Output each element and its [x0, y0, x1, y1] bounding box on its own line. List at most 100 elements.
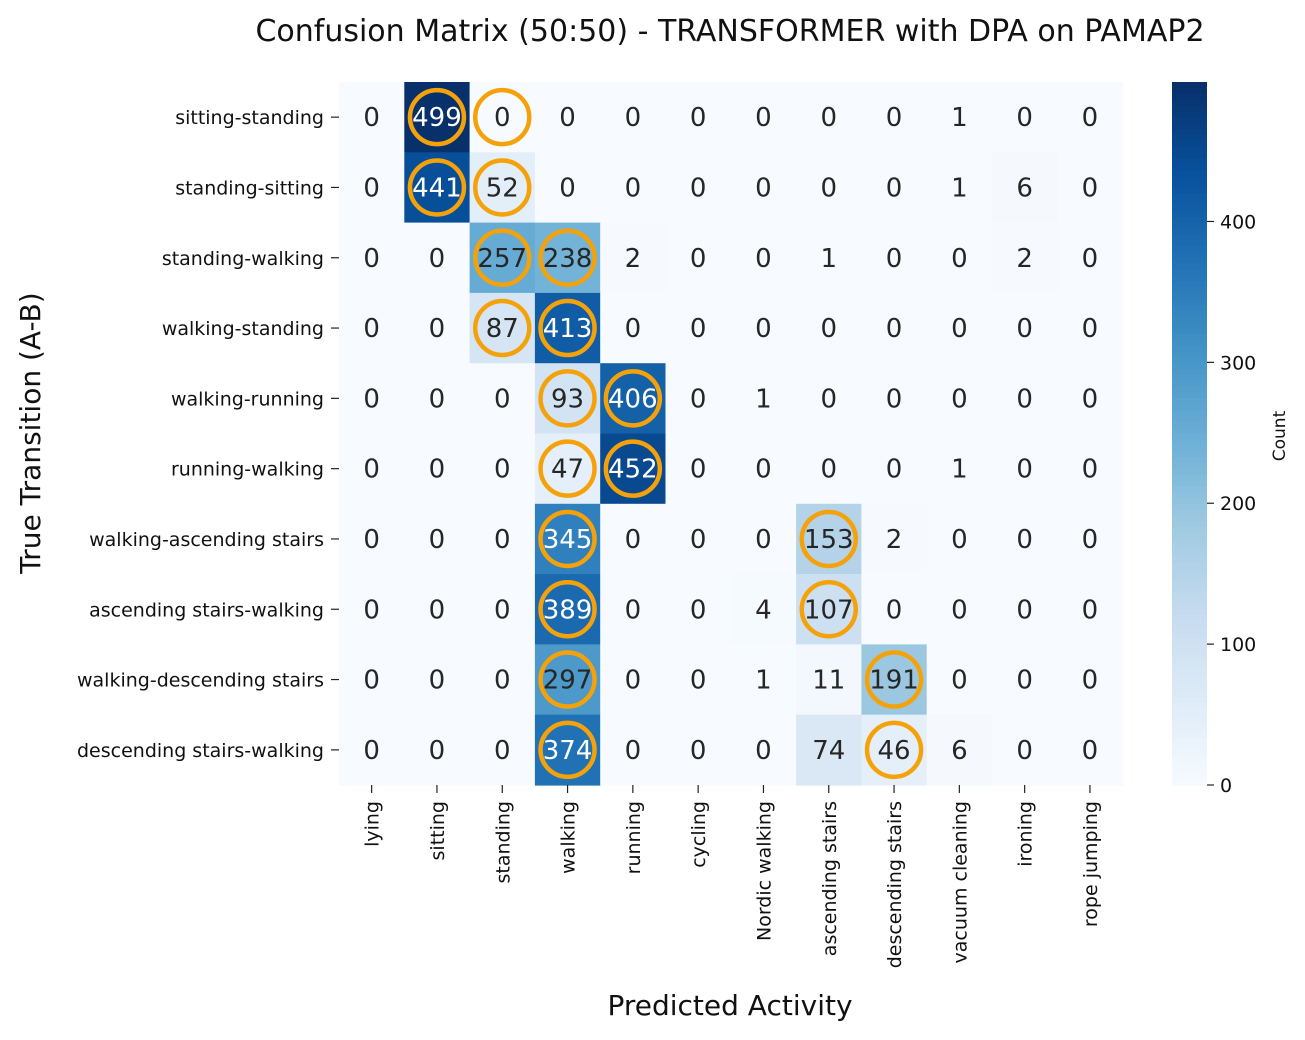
highlight-circle	[538, 298, 597, 358]
cell-value-label: 0	[690, 666, 707, 696]
highlight-circles	[407, 87, 924, 780]
heatmap-cell	[404, 82, 471, 153]
heatmap-cell	[861, 433, 928, 505]
heatmap-cell	[1057, 222, 1124, 294]
colorbar-segment	[1172, 462, 1207, 470]
colorbar-segment	[1172, 550, 1207, 558]
cell-value-label: 1	[951, 103, 968, 133]
heatmap-cell	[861, 714, 928, 786]
colorbar-segment	[1172, 609, 1207, 616]
heatmap-cell	[796, 574, 862, 645]
heatmap-cell	[339, 714, 405, 786]
cell-value-label: 0	[886, 595, 903, 625]
colorbar-segment	[1172, 240, 1207, 247]
cell-value-label: 0	[429, 736, 446, 766]
cell-value-label: 0	[886, 314, 903, 344]
cell-value-label: 0	[1016, 103, 1033, 133]
heatmap-cells	[339, 82, 1124, 786]
colorbar-segment	[1172, 615, 1207, 622]
colorbar-segment	[1172, 99, 1207, 107]
colorbar-segment	[1172, 322, 1207, 329]
heatmap-cell	[469, 222, 536, 294]
colorbar-segment	[1172, 199, 1207, 206]
cell-value-label: 0	[820, 314, 837, 344]
heatmap-cell	[534, 292, 601, 364]
heatmap-cell	[600, 292, 667, 364]
colorbar-segment	[1172, 468, 1207, 476]
highlight-circle	[538, 580, 597, 639]
heatmap-cell	[796, 152, 862, 224]
heatmap-cell	[926, 222, 993, 294]
x-tick-label: walking	[558, 801, 580, 874]
colorbar-segment	[1172, 497, 1207, 505]
cell-value-label: 0	[1016, 384, 1033, 414]
heatmap-cell	[600, 503, 667, 575]
colorbar-segment	[1172, 556, 1207, 564]
colorbar-tick-label: 100	[1220, 634, 1256, 656]
heatmap-cell	[469, 82, 536, 153]
heatmap-cell	[600, 222, 667, 294]
colorbar-segment	[1172, 667, 1207, 675]
colorbar-segment	[1172, 656, 1207, 663]
heatmap-cell	[861, 82, 928, 153]
colorbar-segment	[1172, 333, 1207, 341]
cell-value-label: 0	[363, 525, 380, 555]
colorbar-segment	[1172, 287, 1207, 294]
cell-value-label: 0	[820, 173, 837, 203]
colorbar-segment	[1172, 152, 1207, 159]
colorbar-segment	[1172, 158, 1207, 165]
colorbar-segment	[1172, 568, 1207, 575]
heatmap-cell	[926, 714, 993, 786]
highlight-circle	[799, 509, 858, 569]
colorbar-segment	[1172, 591, 1207, 599]
cell-value-label: 0	[625, 103, 642, 133]
heatmap-cell	[796, 644, 862, 716]
cell-value-label: 46	[878, 736, 911, 766]
cell-value-label: 6	[1016, 173, 1033, 203]
heatmap-cell	[992, 292, 1058, 364]
heatmap-cell	[404, 714, 471, 786]
colorbar-segment	[1172, 738, 1207, 745]
colorbar-segment	[1172, 509, 1207, 517]
cell-value-label: 0	[690, 173, 707, 203]
cell-value-label: 0	[429, 525, 446, 555]
heatmap-cell	[534, 152, 601, 224]
heatmap-cell	[796, 503, 862, 575]
highlight-circle	[538, 509, 597, 569]
colorbar-segment	[1172, 421, 1207, 429]
heatmap-cell	[992, 363, 1058, 435]
cell-value-label: 6	[951, 736, 968, 766]
colorbar-segment	[1172, 673, 1207, 681]
heatmap-cell	[1057, 292, 1124, 364]
cell-value-label: 0	[1016, 525, 1033, 555]
heatmap-cell	[861, 152, 928, 224]
highlight-circle	[473, 87, 532, 147]
colorbar-segment	[1172, 410, 1207, 417]
colorbar-segment	[1172, 123, 1207, 130]
colorbar-segment	[1172, 298, 1207, 306]
cell-value-label: 0	[690, 244, 707, 274]
colorbar-segment	[1172, 503, 1207, 511]
heatmap-cell	[665, 433, 732, 505]
colorbar-segment	[1172, 714, 1207, 722]
colorbar-segment	[1172, 146, 1207, 154]
colorbar-segment	[1172, 304, 1207, 312]
heatmap-cell	[339, 363, 405, 435]
heatmap-cell	[600, 433, 667, 505]
colorbar-segment	[1172, 369, 1207, 376]
colorbar-segment	[1172, 105, 1207, 113]
cell-value-label: 0	[559, 173, 576, 203]
heatmap-cell	[861, 644, 928, 716]
cell-value-label: 0	[755, 103, 772, 133]
colorbar-segment	[1172, 234, 1207, 241]
cell-value-label: 0	[1082, 314, 1099, 344]
heatmap-cell	[730, 433, 797, 505]
heatmap-cell	[1057, 82, 1124, 153]
cell-value-label: 1	[755, 666, 772, 696]
heatmap-cell	[730, 363, 797, 435]
cell-value-label: 0	[755, 525, 772, 555]
colorbar: 0 100 200 300 400	[1172, 82, 1256, 797]
highlight-circle	[538, 439, 597, 498]
cell-value-label: 0	[1016, 595, 1033, 625]
x-tick-label: ironing	[1015, 801, 1037, 867]
